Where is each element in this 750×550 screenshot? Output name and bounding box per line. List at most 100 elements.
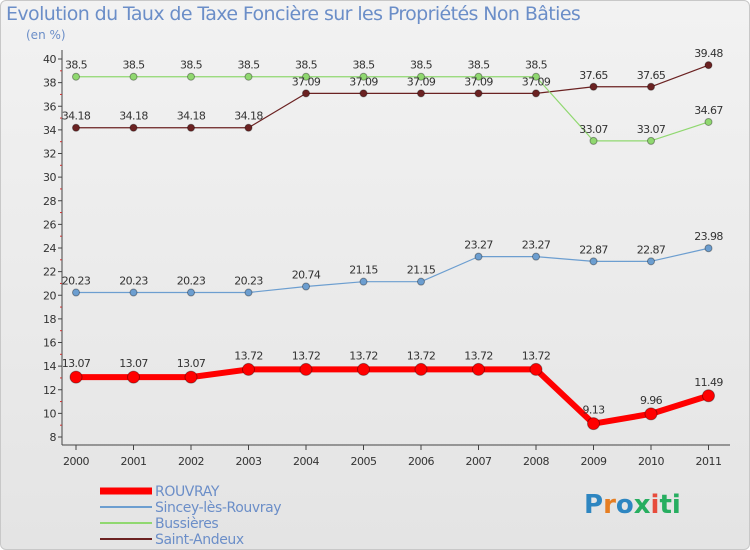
data-point-rouvray bbox=[69, 370, 83, 384]
y-tick-label: 24 bbox=[43, 242, 56, 255]
data-label-bussi-res: 33.07 bbox=[637, 123, 666, 136]
data-label-sincey-l-s-rouvray: 23.98 bbox=[694, 230, 723, 243]
data-label-rouvray: 13.07 bbox=[177, 357, 206, 370]
data-point-sincey-l-s-rouvray bbox=[244, 288, 253, 297]
unit-label: (en %) bbox=[26, 28, 66, 42]
x-tick-label: 2003 bbox=[236, 455, 262, 468]
data-point-sincey-l-s-rouvray bbox=[474, 252, 483, 261]
data-point-rouvray bbox=[184, 370, 198, 384]
data-point-rouvray bbox=[472, 362, 485, 376]
data-point-sincey-l-s-rouvray bbox=[72, 288, 80, 297]
data-label-sincey-l-s-rouvray: 21.15 bbox=[349, 264, 378, 277]
logo-letter: r bbox=[603, 490, 616, 520]
y-tick-label: 14 bbox=[43, 360, 56, 373]
data-point-rouvray bbox=[414, 362, 428, 376]
data-point-rouvray bbox=[644, 407, 658, 421]
data-label-sincey-l-s-rouvray: 20.74 bbox=[292, 269, 321, 282]
data-point-rouvray bbox=[299, 362, 313, 376]
data-point-bussi-res bbox=[704, 117, 713, 126]
logo-letter: P bbox=[584, 490, 604, 520]
series-line-bussi-res bbox=[75, 76, 710, 142]
data-label-sincey-l-s-rouvray: 21.15 bbox=[407, 264, 436, 277]
data-label-saint-andeux: 37.09 bbox=[349, 75, 378, 88]
x-tick-label: 2010 bbox=[638, 455, 664, 468]
data-point-bussi-res bbox=[474, 72, 483, 81]
data-label-saint-andeux: 34.18 bbox=[62, 110, 91, 123]
data-label-bussi-res: 38.5 bbox=[65, 59, 88, 72]
data-point-saint-andeux bbox=[129, 123, 138, 132]
data-label-bussi-res: 38.5 bbox=[122, 59, 145, 72]
data-label-sincey-l-s-rouvray: 23.27 bbox=[464, 239, 493, 252]
data-point-saint-andeux bbox=[359, 89, 368, 98]
data-label-sincey-l-s-rouvray: 20.23 bbox=[62, 275, 91, 288]
legend-label: Saint-Andeux bbox=[155, 532, 244, 548]
data-label-saint-andeux: 34.18 bbox=[119, 110, 148, 123]
axes: 8 10 12 14 16 18 20 22 24 26 28 30 32 34 36 38 40 2000 200… bbox=[43, 50, 730, 468]
data-point-bussi-res bbox=[589, 136, 598, 145]
data-label-rouvray: 13.72 bbox=[349, 349, 378, 362]
y-tick-label: 30 bbox=[43, 171, 56, 184]
y-tick-label: 8 bbox=[50, 431, 57, 444]
data-point-sincey-l-s-rouvray bbox=[532, 252, 540, 261]
data-point-saint-andeux bbox=[72, 123, 80, 132]
data-point-saint-andeux bbox=[589, 82, 598, 91]
data-point-bussi-res bbox=[187, 72, 195, 81]
x-tick-label: 2001 bbox=[121, 455, 147, 468]
data-label-sincey-l-s-rouvray: 20.23 bbox=[234, 275, 263, 288]
data-point-sincey-l-s-rouvray bbox=[704, 244, 713, 253]
data-label-bussi-res: 33.07 bbox=[579, 123, 608, 136]
legend-label: Sincey-lès-Rouvray bbox=[155, 500, 281, 516]
data-point-rouvray bbox=[529, 362, 543, 376]
data-point-bussi-res bbox=[302, 72, 310, 81]
data-point-bussi-res bbox=[129, 72, 138, 81]
data-point-saint-andeux bbox=[244, 123, 253, 132]
data-label-bussi-res: 38.5 bbox=[410, 59, 433, 72]
legend-label: ROUVRAY bbox=[155, 484, 220, 500]
data-label-saint-andeux: 37.09 bbox=[292, 75, 321, 88]
data-point-saint-andeux bbox=[302, 89, 310, 98]
x-tick-label: 2004 bbox=[293, 455, 319, 468]
data-point-sincey-l-s-rouvray bbox=[647, 257, 655, 266]
data-label-rouvray: 13.72 bbox=[522, 349, 551, 362]
data-point-sincey-l-s-rouvray bbox=[129, 288, 138, 297]
data-label-saint-andeux: 34.18 bbox=[177, 110, 206, 123]
data-label-saint-andeux: 39.48 bbox=[694, 47, 723, 60]
data-point-bussi-res bbox=[72, 72, 80, 81]
y-tick-label: 18 bbox=[43, 313, 56, 326]
y-tick-label: 34 bbox=[43, 124, 56, 137]
data-label-sincey-l-s-rouvray: 22.87 bbox=[579, 243, 608, 256]
legend: ROUVRAYSincey-lès-RouvrayBussièresSaint-… bbox=[100, 484, 282, 548]
data-point-bussi-res bbox=[532, 72, 540, 81]
logo-letter: t bbox=[659, 490, 672, 520]
data-point-sincey-l-s-rouvray bbox=[417, 277, 425, 286]
series-line-sincey-l-s-rouvray bbox=[75, 247, 710, 294]
data-label-rouvray: 9.13 bbox=[582, 404, 605, 417]
data-point-bussi-res bbox=[359, 72, 368, 81]
y-tick-label: 16 bbox=[43, 337, 56, 350]
data-point-bussi-res bbox=[647, 136, 655, 145]
data-label-bussi-res: 38.5 bbox=[525, 59, 548, 72]
data-point-bussi-res bbox=[244, 72, 253, 81]
data-label-saint-andeux: 37.09 bbox=[407, 75, 436, 88]
y-tick-label: 12 bbox=[43, 384, 56, 397]
data-label-bussi-res: 34.67 bbox=[694, 104, 723, 117]
y-tick-label: 36 bbox=[43, 100, 56, 113]
x-tick-label: 2000 bbox=[63, 455, 89, 468]
series-layer bbox=[69, 61, 715, 431]
data-label-bussi-res: 38.5 bbox=[352, 59, 375, 72]
data-label-saint-andeux: 37.09 bbox=[464, 75, 493, 88]
data-point-saint-andeux bbox=[187, 123, 195, 132]
data-label-sincey-l-s-rouvray: 22.87 bbox=[637, 243, 666, 256]
data-label-saint-andeux: 34.18 bbox=[234, 110, 263, 123]
x-tick-label: 2008 bbox=[523, 455, 549, 468]
data-point-sincey-l-s-rouvray bbox=[302, 282, 310, 291]
data-labels: 34.18 34.18 34.18 34.18 37.09 37.09 37.09 37.09… bbox=[62, 47, 724, 417]
data-point-rouvray bbox=[587, 417, 600, 431]
data-label-bussi-res: 38.5 bbox=[467, 59, 490, 72]
data-point-saint-andeux bbox=[417, 89, 425, 98]
data-label-rouvray: 13.07 bbox=[62, 357, 91, 370]
y-tick-label: 26 bbox=[43, 218, 56, 231]
series-line-saint-andeux bbox=[75, 64, 710, 129]
